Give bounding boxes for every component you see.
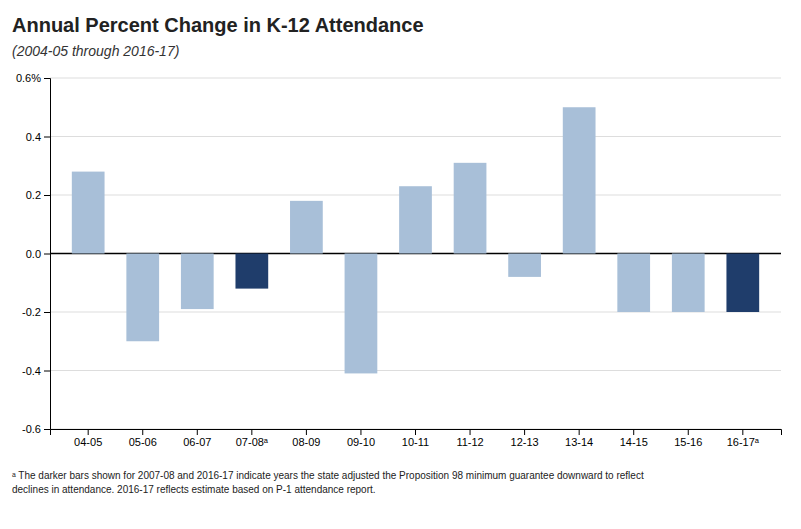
- y-tick: 0.6%: [16, 72, 50, 84]
- bar: [126, 254, 159, 342]
- title: Annual Percent Change in K-12 Attendance: [12, 14, 424, 36]
- x-tick-mark: [360, 429, 361, 435]
- y-tick: -0.2: [22, 306, 50, 318]
- bar: [508, 254, 541, 277]
- x-tick: 13-14: [565, 429, 593, 448]
- x-tick-mark: [88, 429, 89, 435]
- y-tick-mark: [44, 78, 50, 79]
- x-axis-line: [51, 430, 782, 436]
- y-tick: 0.2: [26, 189, 50, 201]
- bar: [235, 254, 268, 289]
- y-tick-mark: [44, 137, 50, 138]
- bar: [290, 201, 323, 254]
- x-tick-label: 10-11: [402, 436, 429, 448]
- x-tick-label: 16-17ᵃ: [727, 436, 760, 448]
- y-tick-mark: [44, 254, 50, 255]
- x-tick-mark: [306, 429, 307, 435]
- x-tick-label: 12-13: [511, 436, 539, 448]
- bar: [617, 254, 650, 313]
- x-tick-label: 09-10: [347, 436, 375, 448]
- y-tick: 0.4: [26, 131, 50, 143]
- plot: -0.6 -0.4 -0.2 0.0 0.2 0.4 0.6% 04-05 05-06 06-07…: [16, 72, 782, 448]
- grid-line: [50, 78, 781, 79]
- bar: [181, 254, 214, 310]
- x-tick-mark: [579, 429, 580, 435]
- x-tick: 08-09: [292, 429, 320, 448]
- y-tick-mark: [44, 195, 50, 196]
- x-tick: 06-07: [183, 429, 211, 448]
- grid-line: [50, 136, 781, 137]
- bar: [399, 186, 432, 253]
- x-tick-label: 15-16: [674, 436, 702, 448]
- y-tick-label: -0.6: [22, 423, 41, 435]
- x-tick-label: 14-15: [620, 436, 648, 448]
- y-tick-mark: [44, 312, 50, 313]
- x-tick-mark: [742, 429, 743, 435]
- x-tick: 07-08ᵃ: [236, 429, 269, 448]
- x-tick: 10-11: [402, 429, 429, 448]
- x-tick-mark: [197, 429, 198, 435]
- footnote: ᵃ The darker bars shown for 2007-08 and …: [12, 470, 644, 495]
- subtitle: (2004-05 through 2016-17): [12, 43, 179, 59]
- x-tick: 05-06: [129, 429, 157, 448]
- x-tick-label: 11-12: [456, 436, 483, 448]
- y-tick-label: 0.2: [26, 189, 41, 201]
- grid-line: [50, 370, 781, 371]
- bar: [726, 254, 759, 313]
- y-tick: -0.4: [22, 365, 50, 377]
- x-tick-label: 08-09: [292, 436, 320, 448]
- footnote-line: declines in attendance. 2016-17 reflects…: [12, 484, 376, 495]
- grid-line: [50, 312, 781, 313]
- x-tick-mark: [688, 429, 689, 435]
- x-tick-mark: [470, 429, 471, 435]
- x-tick-label: 13-14: [565, 436, 593, 448]
- bars: [72, 107, 759, 373]
- y-tick: -0.6: [22, 423, 50, 435]
- chart: Annual Percent Change in K-12 Attendance…: [0, 0, 801, 529]
- x-tick-mark: [524, 429, 525, 435]
- x-axis: 04-05 05-06 06-07 07-08ᵃ 08-09 09-10 10-11 11-1…: [51, 429, 782, 448]
- x-tick: 15-16: [674, 429, 702, 448]
- x-tick: 04-05: [74, 429, 102, 448]
- y-tick-mark: [44, 371, 50, 372]
- x-tick-label: 06-07: [183, 436, 211, 448]
- x-tick: 11-12: [456, 429, 483, 448]
- y-axis-line: [44, 79, 51, 430]
- x-tick-mark: [633, 429, 634, 435]
- bar: [672, 254, 705, 313]
- y-tick-label: -0.2: [22, 306, 41, 318]
- x-tick: 14-15: [620, 429, 648, 448]
- x-tick: 16-17ᵃ: [727, 429, 760, 448]
- x-tick-mark: [415, 429, 416, 435]
- x-tick-label: 07-08ᵃ: [236, 436, 269, 448]
- y-tick-label: 0.6%: [16, 72, 41, 84]
- bar: [345, 254, 378, 374]
- x-tick: 09-10: [347, 429, 375, 448]
- y-tick-mark: [44, 429, 50, 430]
- x-tick-mark: [251, 429, 252, 435]
- y-tick-label: 0.0: [26, 248, 41, 260]
- footnote-line: ᵃ The darker bars shown for 2007-08 and …: [12, 470, 644, 481]
- grid: [50, 78, 781, 429]
- x-tick-label: 04-05: [74, 436, 102, 448]
- x-tick-mark: [142, 429, 143, 435]
- x-tick: 12-13: [511, 429, 539, 448]
- y-tick: 0.0: [26, 248, 50, 260]
- bar: [563, 107, 596, 253]
- y-tick-label: 0.4: [26, 131, 41, 143]
- y-axis: -0.6 -0.4 -0.2 0.0 0.2 0.4 0.6%: [16, 72, 51, 435]
- x-tick-label: 05-06: [129, 436, 157, 448]
- bar: [72, 172, 105, 254]
- bar: [454, 163, 487, 254]
- y-tick-label: -0.4: [22, 365, 41, 377]
